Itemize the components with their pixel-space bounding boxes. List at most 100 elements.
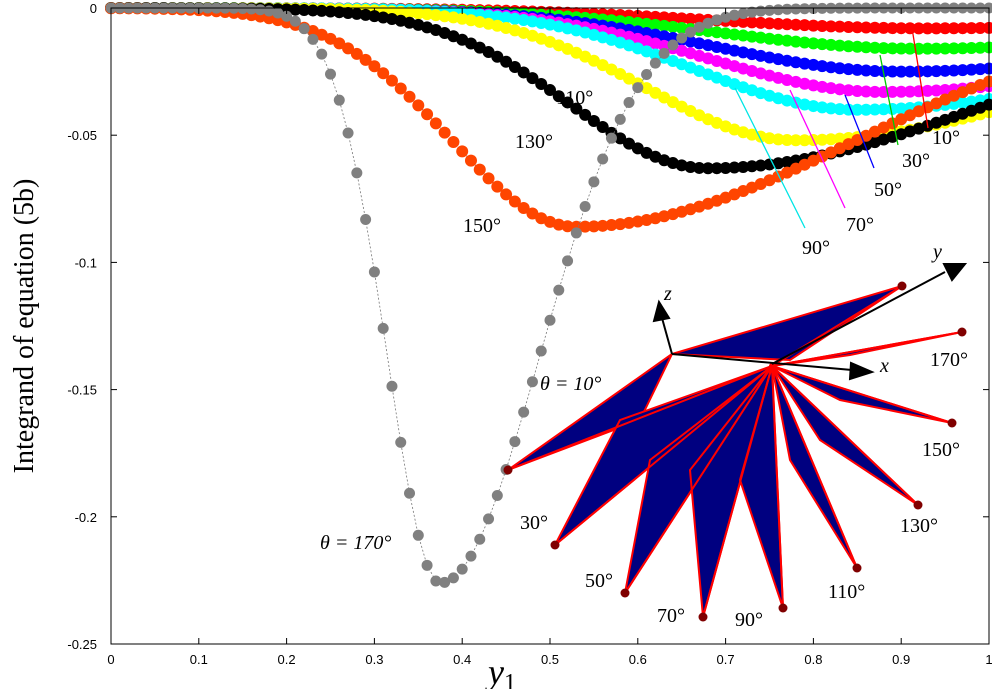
inset-node [947,418,957,428]
data-point [447,572,459,584]
data-point [816,133,829,146]
data-point [333,6,346,19]
data-point [544,84,556,97]
data-point [351,167,363,179]
data-point [359,53,372,66]
data-point [912,22,925,35]
data-point [412,7,425,20]
data-point [324,5,337,18]
data-point [763,32,776,45]
data-point [877,21,890,34]
inset-z-label: z [663,283,672,305]
data-point [623,97,635,109]
data-point [658,47,670,59]
data-point [360,214,372,226]
data-point [500,11,513,24]
data-point [342,127,354,139]
data-point [438,10,451,23]
data-point [930,65,943,78]
data-point [921,65,934,78]
data-point [781,34,794,47]
data-point [754,159,767,172]
data-point [473,163,486,176]
data-point [737,29,750,42]
data-point [702,162,715,175]
y-tick-label: -0.25 [67,637,97,652]
data-point [658,11,671,24]
x-tick-label: 0.3 [365,652,383,667]
data-point [316,48,328,60]
data-point [421,559,433,571]
data-point [587,115,600,128]
data-point [816,60,829,73]
data-point [508,12,521,25]
data-point [509,436,521,448]
data-point [965,22,978,35]
data-point [447,11,460,24]
data-point [781,134,794,147]
data-point [526,376,538,388]
data-point [658,91,671,104]
data-point [359,8,372,21]
data-point [614,113,626,125]
data-point [298,4,311,17]
data-point [789,134,802,147]
data-point [561,220,574,233]
data-point [947,42,960,55]
data-point [693,13,706,26]
data-point [658,19,671,32]
data-point [298,23,310,35]
data-point [868,21,881,34]
data-point [306,4,319,17]
data-point [895,65,908,78]
data-point [939,64,952,77]
curve-label-10: 10° [932,127,960,149]
plot-area [105,2,992,588]
data-point [404,487,416,499]
data-point [860,64,873,77]
data-point [403,90,416,103]
data-point [983,62,992,75]
data-point [641,68,653,80]
annotation-theta-170: θ = 170° [320,532,391,554]
data-point [842,40,855,53]
data-point [342,42,355,55]
inset-x-arrowhead [848,361,875,381]
inset-hub [769,363,775,369]
data-point [886,22,899,35]
data-point [333,37,346,50]
data-point [710,162,723,175]
data-point [517,66,530,79]
inset-diagram: x y z θ = 10° 170° 150° 130° 110° 90° 70… [503,241,968,631]
data-point [930,22,943,35]
inset-angle-labels: 170° 150° 130° 110° 90° 70° 50° 30° [520,349,968,631]
leader-50 [844,94,875,169]
leader-10 [911,27,929,129]
data-point [851,84,864,97]
data-point [965,95,978,108]
data-point [842,63,855,76]
data-point [772,133,785,146]
data-point [974,63,987,76]
curve-label-130: 130° [515,131,553,153]
data-point [947,64,960,77]
data-point [789,35,802,48]
data-point [666,11,679,24]
curve-label-90: 90° [802,237,830,259]
data-point [429,117,442,130]
data-point [623,72,636,85]
data-point [939,83,952,96]
data-point [956,64,969,77]
data-point [702,25,715,38]
data-point [395,436,407,448]
data-point [728,161,741,174]
data-point [307,33,319,45]
data-point [350,47,363,60]
data-point [737,15,750,28]
data-point [464,154,477,167]
data-point [412,99,425,112]
data-point [921,42,934,55]
data-point [728,9,740,21]
inset-angle-50: 50° [585,570,613,592]
data-point [816,101,829,114]
